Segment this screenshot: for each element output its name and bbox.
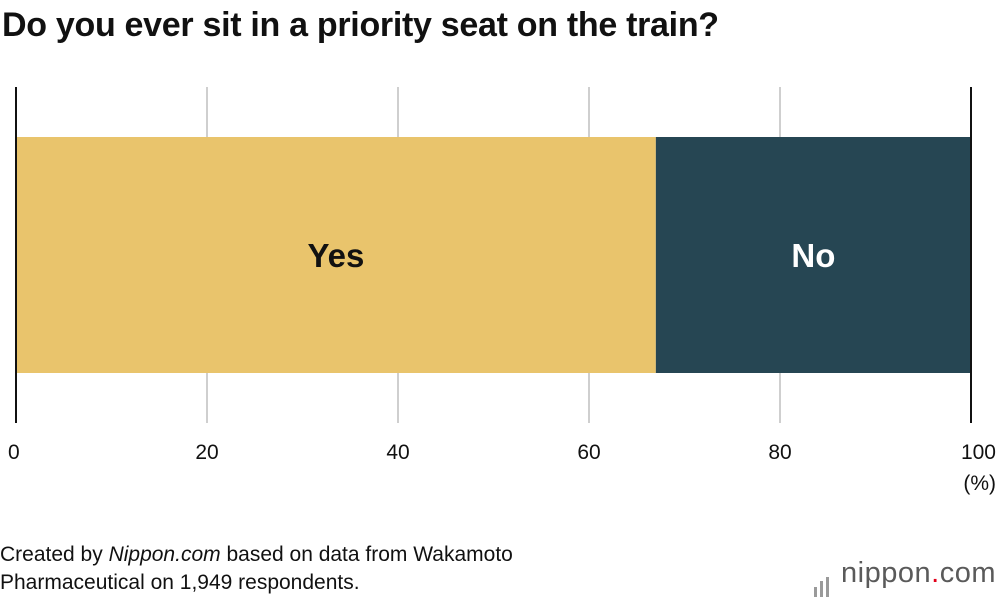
source-site: Nippon.com	[108, 543, 221, 566]
x-tick-label-80: 80	[768, 441, 791, 464]
x-unit-label: (%)	[963, 472, 996, 495]
logo-tld: com	[939, 557, 996, 589]
source-line-1: Created by Nippon.com based on data from…	[0, 541, 513, 569]
stacked-bar-chart: Yes No 0 20 40 60 80 100 (%)	[8, 87, 996, 495]
bar-segment-yes	[16, 137, 656, 373]
source-note: Created by Nippon.com based on data from…	[0, 541, 513, 597]
axis-lines	[15, 87, 972, 423]
bar-label-yes: Yes	[307, 237, 364, 274]
source-prefix: Created by	[0, 543, 109, 566]
x-tick-label-60: 60	[577, 441, 600, 464]
source-suffix: based on data from Wakamoto	[220, 543, 513, 566]
bar-segment-no	[655, 137, 971, 373]
logo-dot: .	[931, 557, 940, 589]
x-tick-label-100: 100	[961, 441, 996, 464]
chart-title: Do you ever sit in a priority seat on th…	[2, 6, 719, 44]
x-tick-labels: 0 20 40 60 80 100	[8, 441, 996, 464]
bar-label-no: No	[791, 237, 835, 274]
logo-name: nippon	[841, 557, 932, 589]
x-tick-label-0: 0	[8, 441, 20, 464]
x-tick-label-40: 40	[386, 441, 409, 464]
x-tick-label-20: 20	[195, 441, 218, 464]
nippon-logo: nippon. com	[814, 557, 996, 597]
logo-bars-icon	[814, 564, 832, 597]
bar-segments: Yes No	[16, 137, 971, 373]
source-line-2: Pharmaceutical on 1,949 respondents.	[0, 571, 360, 594]
